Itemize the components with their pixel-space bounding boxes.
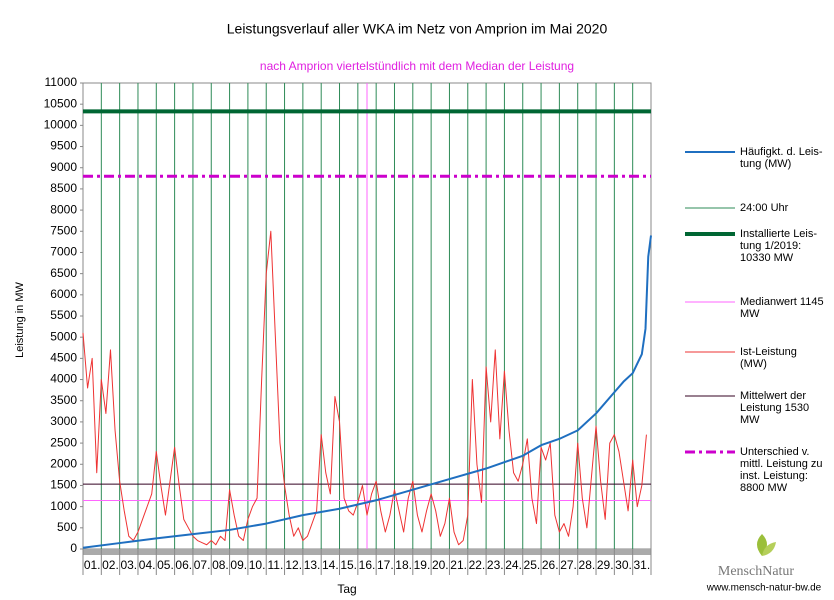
x-tick-label: 20.: [432, 558, 449, 572]
legend-label: Leistung 1530: [740, 402, 809, 414]
logo-leaf: [762, 542, 776, 556]
x-tick-label: 10.: [249, 558, 266, 572]
y-tick-label: 2000: [50, 456, 77, 470]
x-tick-label: 01.: [84, 558, 101, 572]
x-tick-label: 29.: [597, 558, 614, 572]
x-tick-label: 25.: [524, 558, 541, 572]
legend-label: Mittelwert der: [740, 390, 806, 402]
chart-title: Leistungsverlauf aller WKA im Netz von A…: [227, 21, 608, 37]
x-tick-label: 16.: [359, 558, 376, 572]
y-tick-label: 7500: [50, 223, 77, 237]
x-tick-label: 03.: [120, 558, 137, 572]
x-tick-label: 22.: [469, 558, 486, 572]
x-tick-label: 08.: [212, 558, 229, 572]
y-tick-label: 5500: [50, 308, 77, 322]
legend-label: Ist-Leistung: [740, 346, 797, 358]
logo: [757, 534, 776, 556]
legend-label: Häufigkt. d. Leis-: [740, 146, 823, 158]
y-tick-label: 9500: [50, 139, 77, 153]
y-tick-label: 4000: [50, 372, 77, 386]
x-tick-label: 30.: [615, 558, 632, 572]
x-tick-label: 12.: [285, 558, 302, 572]
logo-text: MenschNatur: [718, 564, 795, 579]
x-tick-label: 19.: [414, 558, 431, 572]
y-tick-label: 8000: [50, 202, 77, 216]
data-line: [82, 230, 647, 546]
y-tick-label: 10500: [44, 96, 78, 110]
x-tick-label: 14.: [322, 558, 339, 572]
x-tick-label: 15.: [340, 558, 357, 572]
legend-label: tung (MW): [740, 158, 791, 170]
legend-label: 8800 MW: [740, 482, 788, 494]
x-tick-label: 27.: [560, 558, 577, 572]
y-tick-label: 1500: [50, 478, 77, 492]
y-tick-label: 500: [57, 520, 77, 534]
data-line: [82, 235, 652, 549]
y-tick-label: 4500: [50, 351, 77, 365]
y-tick-label: 0: [70, 541, 77, 555]
x-tick-label: 04.: [139, 558, 156, 572]
y-tick-label: 8500: [50, 181, 77, 195]
y-axis-label: Leistung in MW: [14, 281, 26, 357]
y-tick-label: 9000: [50, 160, 77, 174]
legend-label: 10330 MW: [740, 252, 794, 264]
chart-subtitle: nach Amprion viertelstündlich mit dem Me…: [260, 59, 574, 73]
x-tick-label: 28.: [579, 558, 596, 572]
legend-label: inst. Leistung:: [740, 470, 808, 482]
x-tick-label: 26.: [542, 558, 559, 572]
legend-label: 24:00 Uhr: [740, 202, 789, 214]
legend-label: tung 1/2019:: [740, 240, 801, 252]
legend-label: Medianwert 1145: [740, 296, 824, 308]
x-tick-label: 02.: [102, 558, 119, 572]
x-tick-label: 18.: [395, 558, 412, 572]
x-tick-label: 17.: [377, 558, 394, 572]
x-tick-label: 31.: [633, 558, 650, 572]
y-tick-label: 6500: [50, 266, 77, 280]
y-tick-label: 1000: [50, 499, 77, 513]
y-tick-label: 5000: [50, 329, 77, 343]
x-tick-label: 11.: [267, 558, 283, 572]
x-tick-label: 07.: [194, 558, 211, 572]
y-tick-label: 7000: [50, 245, 77, 259]
legend-label: MW: [740, 308, 760, 320]
x-tick-label: 05.: [157, 558, 174, 572]
y-tick-label: 2500: [50, 435, 77, 449]
y-tick-label: 11000: [45, 75, 78, 89]
y-tick-label: 3000: [50, 414, 77, 428]
x-tick-label: 09.: [230, 558, 247, 572]
logo-url: www.mensch-natur-bw.de: [706, 583, 822, 594]
x-tick-label: 13.: [304, 558, 321, 572]
x-tick-label: 24.: [505, 558, 522, 572]
legend-label: (MW): [740, 358, 767, 370]
legend-label: mittl. Leistung zu: [740, 458, 823, 470]
legend-label: Installierte Leis-: [740, 228, 817, 240]
axis-strip: [83, 549, 651, 555]
x-tick-label: 06.: [175, 558, 192, 572]
x-axis-label: Tag: [337, 582, 356, 596]
x-tick-label: 23.: [487, 558, 504, 572]
x-tick-label: 21.: [450, 558, 467, 572]
y-tick-label: 3500: [50, 393, 77, 407]
legend-label: Unterschied v.: [740, 446, 810, 458]
y-tick-label: 6000: [50, 287, 77, 301]
y-tick-label: 10000: [44, 118, 78, 132]
legend-label: MW: [740, 414, 760, 426]
